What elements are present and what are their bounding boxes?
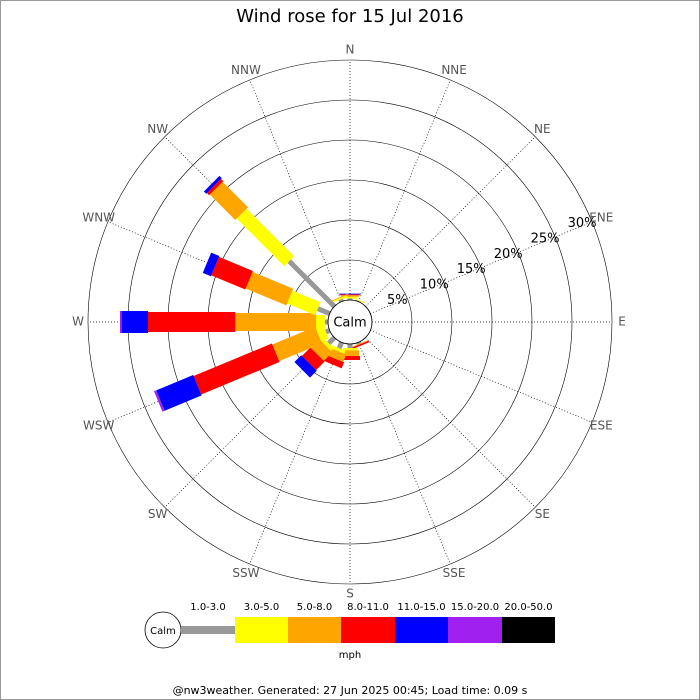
rose-segment [236, 208, 295, 267]
legend-swatch [448, 617, 502, 643]
legend-swatch [235, 617, 288, 643]
spoke [249, 342, 342, 565]
direction-label: WSW [83, 419, 114, 433]
r-tick-label: 5% [387, 293, 408, 308]
rose-segment [315, 325, 329, 342]
rose-segment [350, 340, 370, 350]
direction-label: SE [535, 507, 550, 521]
rose-segment [211, 256, 253, 290]
rose-segment [325, 328, 331, 335]
spoke [249, 79, 342, 302]
direction-label: SSW [232, 566, 259, 580]
direction-label: S [346, 587, 354, 601]
rose-segment [193, 343, 280, 395]
direction-label: W [72, 315, 84, 329]
rose-segment [311, 339, 333, 361]
rose-segment [203, 175, 222, 194]
direction-label: NE [534, 122, 551, 136]
rose-segment [287, 290, 321, 316]
rose-segment [287, 259, 337, 309]
legend-label: 11.0-15.0 [397, 602, 445, 613]
direction-label: NNE [441, 63, 467, 77]
rose-segment [153, 390, 165, 412]
rose-segment [331, 345, 346, 354]
rose-segment [272, 326, 323, 362]
legend-swatch [502, 617, 555, 643]
direction-label: NW [147, 122, 168, 136]
legend-swatch [288, 617, 341, 643]
direction-label: SSE [443, 566, 466, 580]
legend-label: 5.0-8.0 [297, 602, 332, 613]
direction-label: WNW [82, 210, 115, 224]
rose-segment [156, 375, 202, 411]
rose-segment [206, 178, 224, 196]
r-tick-label: 20% [494, 247, 523, 262]
legend-label: 8.0-11.0 [347, 602, 389, 613]
spoke [358, 79, 451, 302]
rose-segment [333, 295, 348, 303]
rose-segment [327, 335, 337, 345]
spoke [365, 136, 536, 307]
legend-label: 20.0-50.0 [504, 602, 552, 613]
rose-segment [294, 355, 317, 378]
rose-segment [209, 181, 249, 221]
legend-label: 3.0-5.0 [244, 602, 279, 613]
r-tick-label: 10% [420, 277, 449, 292]
spoke [365, 337, 536, 508]
rose-segment [301, 347, 325, 371]
spoke [358, 342, 451, 565]
rose-segment [326, 347, 347, 363]
legend-swatch [395, 617, 448, 643]
rose-segment [202, 252, 220, 277]
direction-label: SW [148, 507, 168, 521]
calm-circle [327, 299, 373, 345]
footer: @nw3weather. Generated: 27 Jun 2025 00:4… [173, 684, 528, 697]
rose-segment [245, 271, 294, 306]
spoke [370, 221, 593, 314]
legend-label: 15.0-20.0 [451, 602, 499, 613]
rose-segment [316, 306, 331, 316]
r-tick-label: 15% [457, 262, 486, 277]
rose-segment [321, 338, 334, 351]
legend-label: 1.0-3.0 [190, 602, 225, 613]
rose-segment [336, 341, 344, 350]
direction-label: NNW [231, 63, 261, 77]
direction-label: E [618, 315, 626, 329]
r-tick-label: 25% [531, 232, 560, 247]
direction-label: N [346, 43, 355, 57]
calm-label: Calm [333, 316, 366, 331]
spoke [370, 330, 593, 423]
rose-segment [323, 354, 345, 369]
direction-label: ESE [590, 419, 613, 433]
legend-calm-label: Calm [150, 626, 176, 637]
legend-swatch [181, 626, 235, 634]
r-tick-label: 30% [568, 216, 597, 231]
chart-title: Wind rose for 15 Jul 2016 [236, 6, 464, 27]
legend-swatch [341, 617, 395, 643]
direction-label: ENE [589, 210, 613, 224]
ring [87, 59, 613, 585]
legend-unit: mph [339, 650, 361, 661]
